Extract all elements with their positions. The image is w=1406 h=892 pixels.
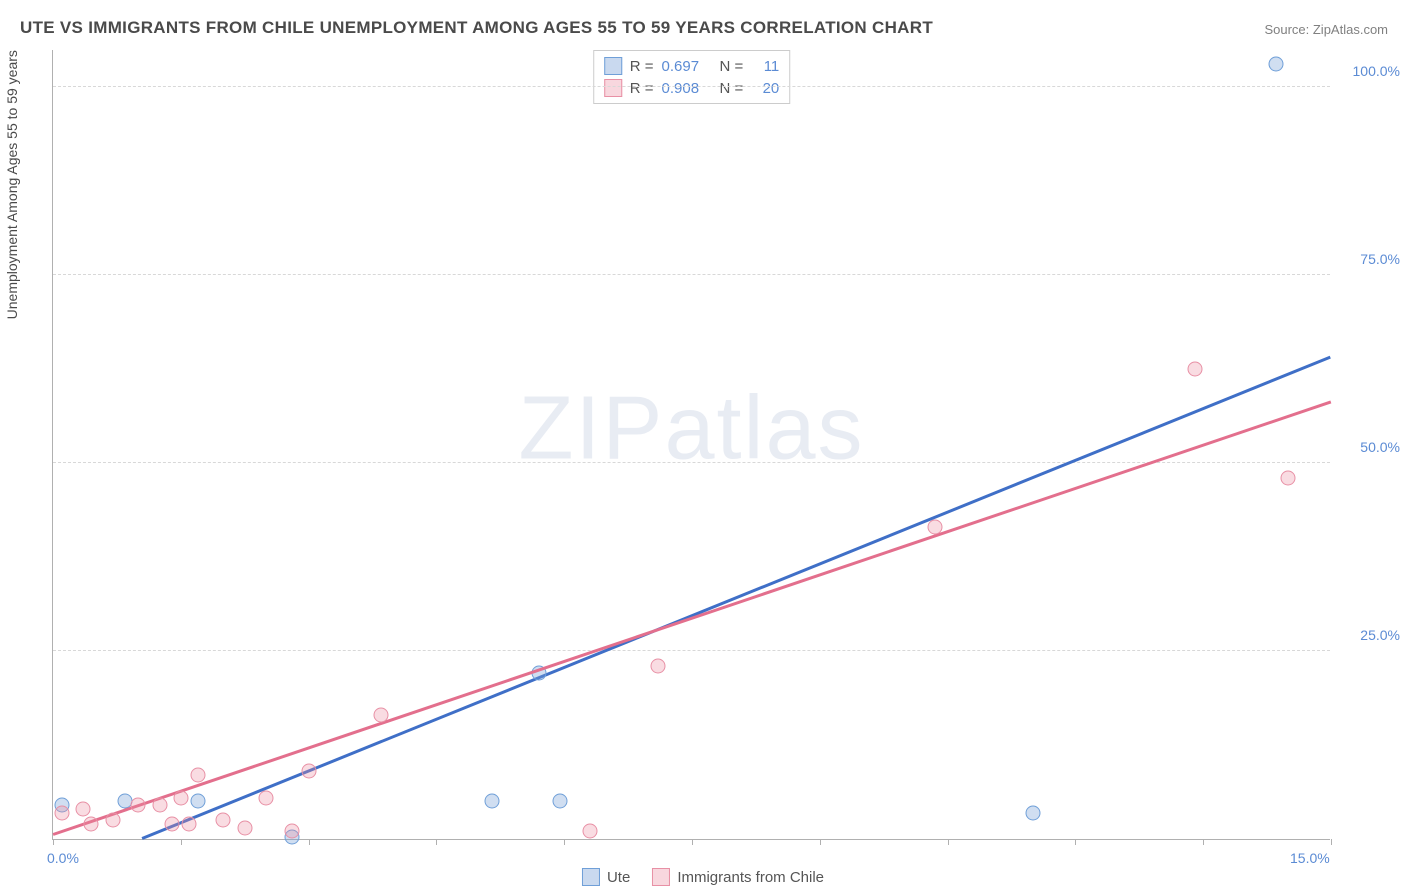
plot-area: ZIPatlas R =0.697N =11R =0.908N =20 25.0… xyxy=(52,50,1330,840)
legend-label: Immigrants from Chile xyxy=(677,869,824,886)
data-point-pink xyxy=(75,801,90,816)
data-point-pink xyxy=(237,820,252,835)
data-point-blue xyxy=(484,794,499,809)
stat-r-value: 0.697 xyxy=(662,58,712,75)
correlation-stats-box: R = 0.697 N = 11 R = 0.908 N = 20 xyxy=(593,50,791,104)
x-tick-mark xyxy=(820,839,821,845)
legend-item: Immigrants from Chile xyxy=(652,868,824,886)
y-tick-label: 75.0% xyxy=(1340,251,1400,267)
source-attribution: Source: ZipAtlas.com xyxy=(1264,22,1388,37)
data-point-pink xyxy=(165,816,180,831)
stats-row: R = 0.908 N = 20 xyxy=(604,77,780,99)
gridline-h xyxy=(53,462,1330,463)
stat-n-value: 11 xyxy=(751,58,779,75)
x-tick-mark xyxy=(1331,839,1332,845)
data-point-pink xyxy=(190,768,205,783)
data-point-pink xyxy=(927,519,942,534)
data-point-pink xyxy=(259,790,274,805)
swatch-pink-icon xyxy=(604,79,622,97)
x-tick-mark xyxy=(181,839,182,845)
x-tick-mark xyxy=(436,839,437,845)
gridline-h xyxy=(53,650,1330,651)
x-tick-mark xyxy=(309,839,310,845)
y-axis-label: Unemployment Among Ages 55 to 59 years xyxy=(4,50,20,319)
gridline-h xyxy=(53,86,1330,87)
data-point-blue xyxy=(1268,57,1283,72)
stat-r-value: 0.908 xyxy=(662,80,712,97)
data-point-blue xyxy=(1025,805,1040,820)
data-point-pink xyxy=(182,816,197,831)
swatch-blue-icon xyxy=(582,868,600,886)
swatch-blue-icon xyxy=(604,57,622,75)
legend-item: Ute xyxy=(582,868,630,886)
data-point-blue xyxy=(190,794,205,809)
stat-r-label: R = xyxy=(630,80,654,97)
legend: Ute Immigrants from Chile xyxy=(582,868,824,886)
y-tick-label: 25.0% xyxy=(1340,627,1400,643)
trend-line-pink xyxy=(53,400,1332,835)
data-point-pink xyxy=(84,816,99,831)
stat-r-label: R = xyxy=(630,58,654,75)
x-tick-mark xyxy=(1203,839,1204,845)
x-tick-mark xyxy=(53,839,54,845)
data-point-pink xyxy=(54,805,69,820)
data-point-pink xyxy=(173,790,188,805)
data-point-pink xyxy=(374,707,389,722)
y-tick-label: 50.0% xyxy=(1340,439,1400,455)
data-point-pink xyxy=(152,798,167,813)
gridline-h xyxy=(53,274,1330,275)
x-tick-mark xyxy=(1075,839,1076,845)
data-point-pink xyxy=(131,798,146,813)
data-point-pink xyxy=(301,764,316,779)
x-tick-mark xyxy=(948,839,949,845)
stat-n-value: 20 xyxy=(751,80,779,97)
x-tick-mark xyxy=(564,839,565,845)
stats-row: R = 0.697 N = 11 xyxy=(604,55,780,77)
data-point-pink xyxy=(1187,361,1202,376)
swatch-pink-icon xyxy=(652,868,670,886)
data-point-pink xyxy=(1281,470,1296,485)
stat-n-label: N = xyxy=(720,80,744,97)
trend-line-blue xyxy=(142,355,1331,839)
watermark: ZIPatlas xyxy=(518,377,864,480)
data-point-blue xyxy=(552,794,567,809)
x-axis-label: 15.0% xyxy=(1290,850,1330,866)
data-point-pink xyxy=(582,824,597,839)
x-tick-mark xyxy=(692,839,693,845)
legend-label: Ute xyxy=(607,869,630,886)
stat-n-label: N = xyxy=(720,58,744,75)
chart-title: UTE VS IMMIGRANTS FROM CHILE UNEMPLOYMEN… xyxy=(20,18,933,38)
data-point-pink xyxy=(216,813,231,828)
y-tick-label: 100.0% xyxy=(1340,63,1400,79)
x-axis-label: 0.0% xyxy=(47,850,79,866)
data-point-pink xyxy=(284,824,299,839)
data-point-pink xyxy=(650,658,665,673)
data-point-pink xyxy=(105,813,120,828)
